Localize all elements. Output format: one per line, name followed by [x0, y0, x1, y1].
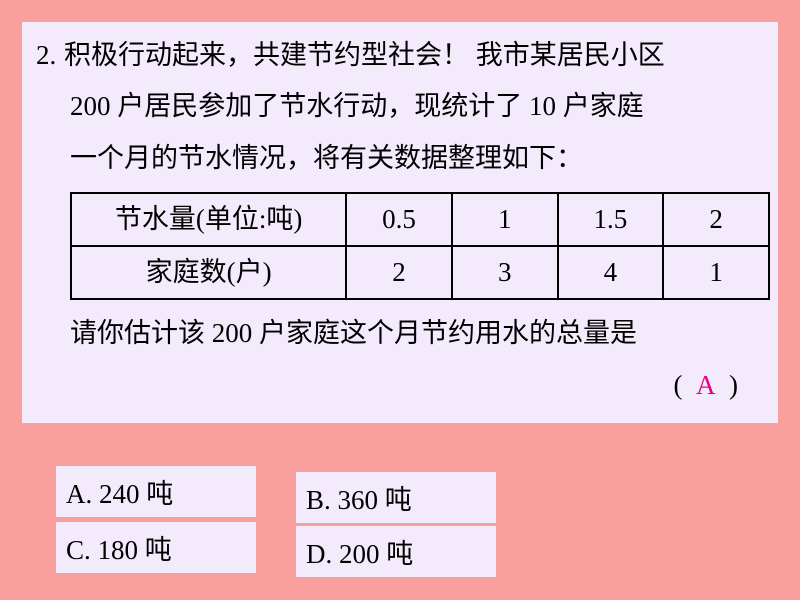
cell-r2c1: 2	[346, 246, 452, 299]
cell-r1c1: 0.5	[346, 193, 452, 246]
cell-r1c3: 1.5	[558, 193, 664, 246]
question-line-2: 200 户居民参加了节水行动，现统计了 10 户家庭	[36, 81, 764, 132]
row1-header: 节水量(单位:吨)	[71, 193, 346, 246]
question-line-1: 2.积极行动起来，共建节约型社会！ 我市某居民小区	[36, 30, 764, 81]
cell-r1c4: 2	[663, 193, 769, 246]
cell-r1c2: 1	[452, 193, 558, 246]
question-block: 2.积极行动起来，共建节约型社会！ 我市某居民小区 200 户居民参加了节水行动…	[22, 22, 778, 423]
cell-r2c4: 1	[663, 246, 769, 299]
row2-header: 家庭数(户)	[71, 246, 346, 299]
question-number: 2.	[36, 30, 64, 81]
table-row: 节水量(单位:吨) 0.5 1 1.5 2	[71, 193, 769, 246]
paren-close: )	[729, 370, 738, 400]
cell-r2c3: 4	[558, 246, 664, 299]
paren-open: (	[674, 370, 683, 400]
question-prompt: 请你估计该 200 户家庭这个月节约用水的总量是	[36, 308, 764, 359]
data-table: 节水量(单位:吨) 0.5 1 1.5 2 家庭数(户) 2 3 4 1	[70, 192, 770, 301]
question-text-1: 积极行动起来，共建节约型社会！ 我市某居民小区	[64, 40, 665, 70]
table-row: 家庭数(户) 2 3 4 1	[71, 246, 769, 299]
option-a: A. 240 吨	[56, 466, 256, 517]
question-line-3: 一个月的节水情况，将有关数据整理如下：	[36, 133, 764, 184]
cell-r2c2: 3	[452, 246, 558, 299]
option-d: D. 200 吨	[296, 526, 496, 577]
answer-letter: A	[696, 370, 716, 400]
answer-paren: ( A )	[36, 360, 764, 411]
option-b: B. 360 吨	[296, 472, 496, 523]
option-c: C. 180 吨	[56, 522, 256, 573]
